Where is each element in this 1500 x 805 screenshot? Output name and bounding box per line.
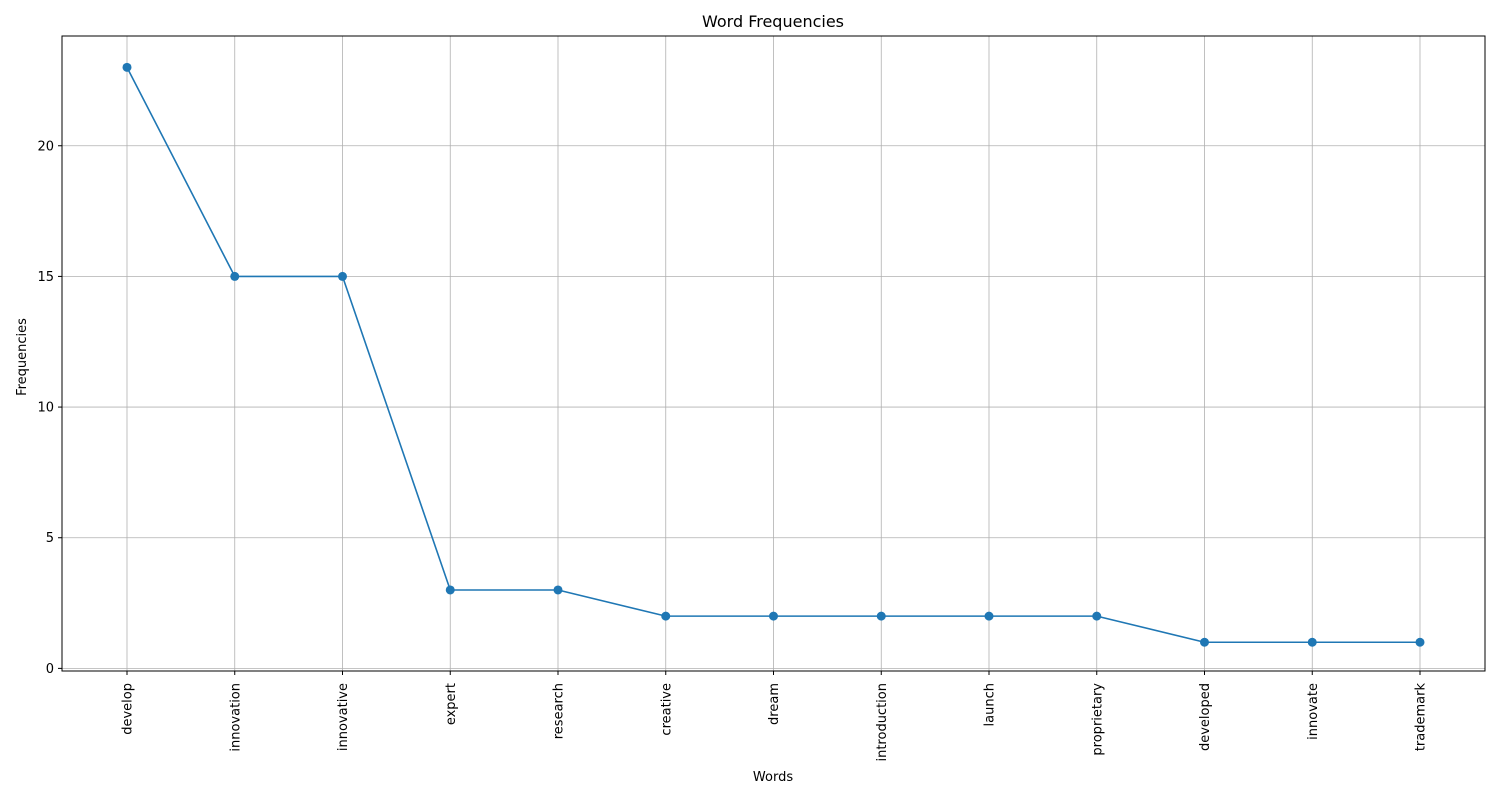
y-axis-label: Frequencies <box>15 318 30 396</box>
x-tick-label: trademark <box>1414 683 1429 752</box>
data-point <box>876 611 886 621</box>
data-point <box>661 611 671 621</box>
x-tick-label: innovation <box>228 683 243 752</box>
data-point <box>230 271 240 281</box>
data-point <box>769 611 778 621</box>
data-point <box>445 585 455 595</box>
y-tick-label: 0 <box>46 662 54 677</box>
data-point <box>1307 637 1317 647</box>
data-point <box>1092 611 1102 621</box>
data-point <box>1415 637 1425 647</box>
x-tick-label: launch <box>983 683 998 726</box>
x-tick-label: expert <box>444 683 459 725</box>
data-series <box>122 62 1425 647</box>
x-tick-label: innovative <box>336 683 351 751</box>
x-tick-label: research <box>552 683 567 739</box>
x-tick-label: developed <box>1198 683 1213 751</box>
data-point <box>1200 637 1209 647</box>
data-point <box>338 271 347 281</box>
grid-lines <box>62 36 1485 671</box>
data-point <box>553 585 563 595</box>
x-tick-label: dream <box>767 683 782 725</box>
x-axis-label: Words <box>753 770 793 785</box>
data-point <box>122 62 132 72</box>
chart-title: Word Frequencies <box>702 12 844 31</box>
data-point <box>984 611 994 621</box>
y-tick-label: 10 <box>37 401 54 416</box>
x-tick-label: develop <box>121 683 136 735</box>
axes: 0 5 10 15 20 develop innovation innovative exper… <box>37 139 1428 761</box>
y-tick-label: 15 <box>37 270 54 285</box>
x-tick-label: introduction <box>875 683 890 762</box>
x-tick-label: innovate <box>1306 683 1321 740</box>
y-tick-label: 20 <box>37 139 54 154</box>
y-tick-label: 5 <box>46 531 54 546</box>
x-tick-label: creative <box>659 683 674 736</box>
x-tick-label: proprietary <box>1090 683 1105 756</box>
